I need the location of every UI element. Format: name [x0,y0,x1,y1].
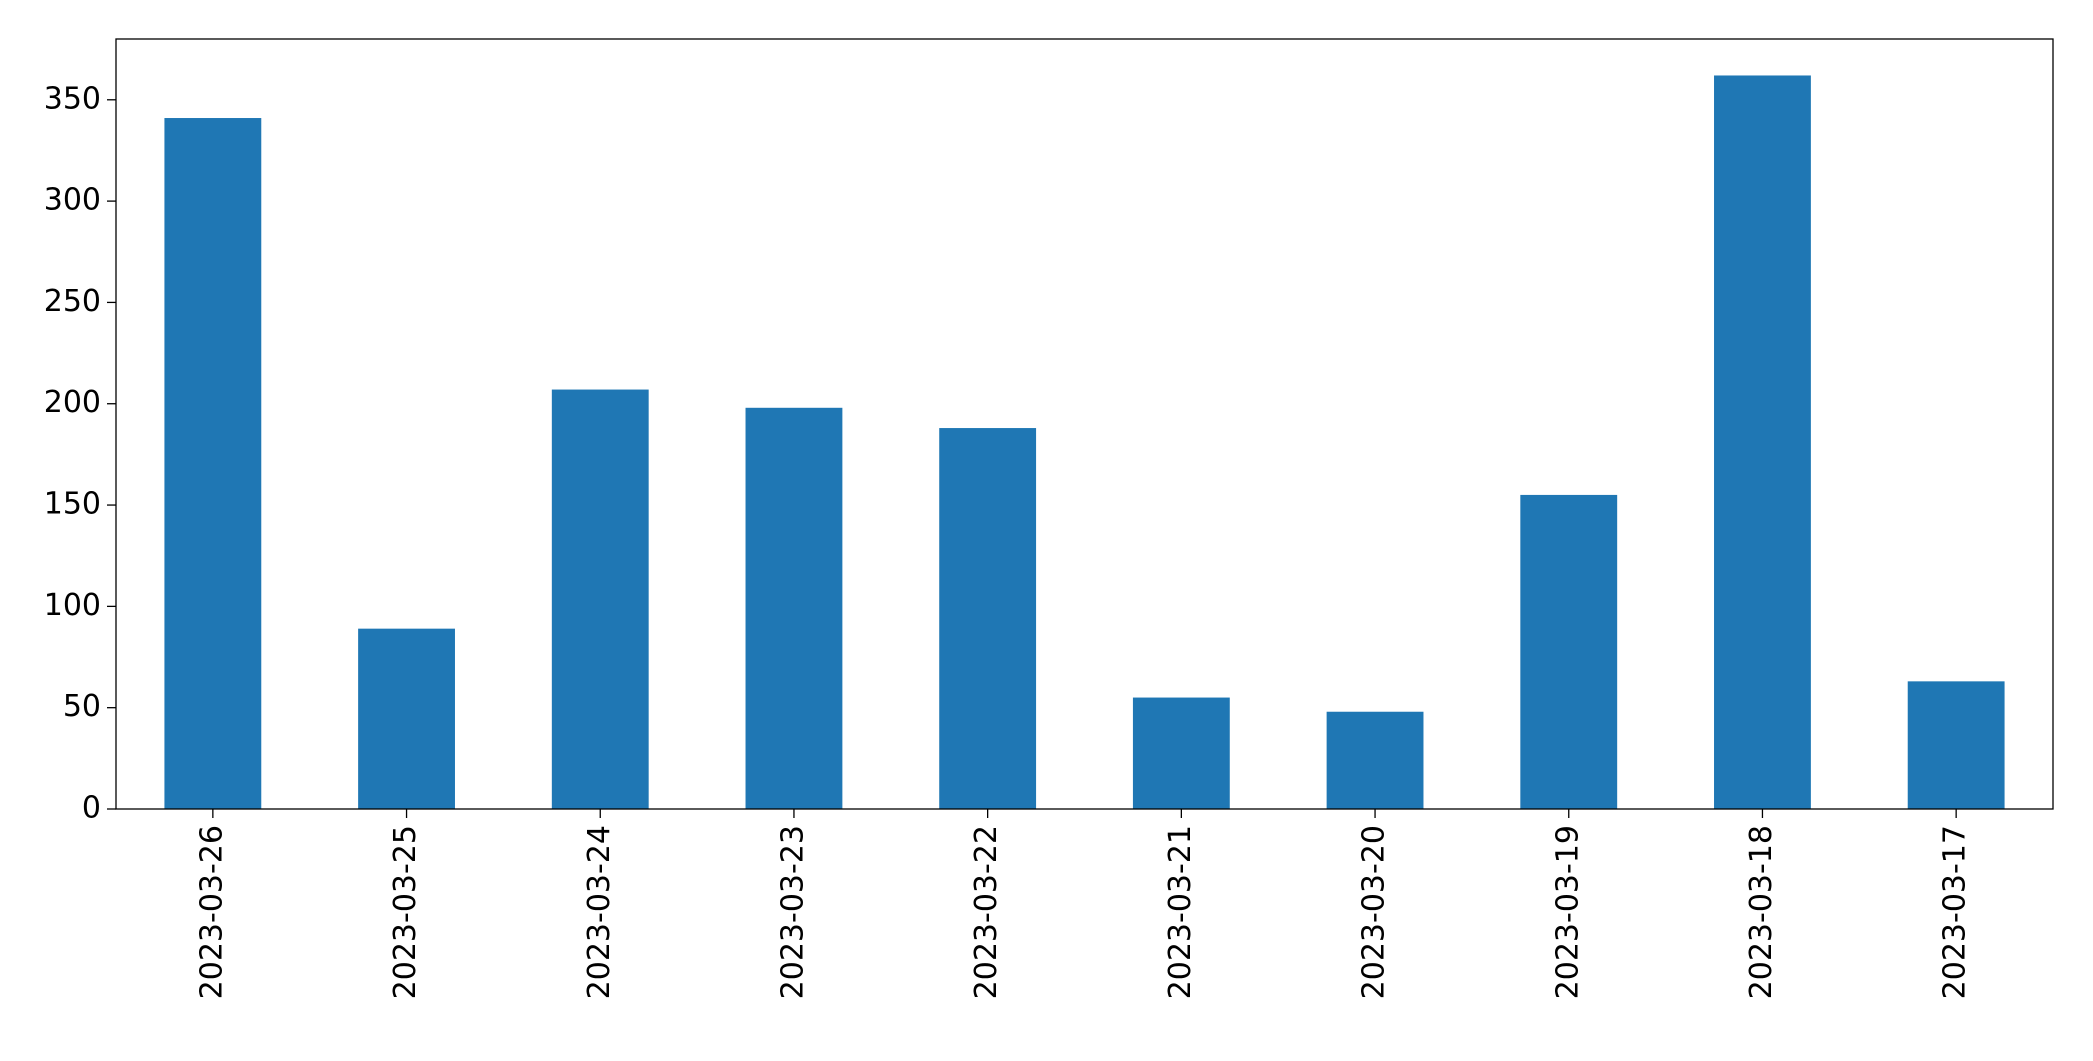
y-tick-label: 300 [44,183,101,218]
bar [1520,494,1618,809]
bar [164,118,262,810]
bar [551,389,649,809]
x-tick-label: 2023-03-20 [1357,825,1392,999]
y-tick-label: 50 [63,689,101,724]
bar [1714,75,1811,809]
bar [1132,697,1230,809]
plot-frame [115,38,2054,810]
bar [358,628,455,809]
x-tick-label: 2023-03-21 [1163,825,1198,999]
x-tick-label: 2023-03-25 [388,825,423,999]
x-tick-label: 2023-03-19 [1550,825,1585,999]
y-tick-label: 150 [44,487,101,522]
y-tick-label: 350 [44,81,101,116]
x-tick-label: 2023-03-17 [1938,825,1973,999]
bar [939,428,1037,809]
bar [1907,681,2005,809]
y-tick-label: 0 [82,791,101,826]
x-tick-label: 2023-03-18 [1744,825,1779,999]
bar [745,407,843,809]
y-tick-label: 100 [44,588,101,623]
x-tick-label: 2023-03-22 [969,825,1004,999]
y-tick-label: 250 [44,284,101,319]
bar [1326,711,1424,809]
y-tick-label: 200 [44,385,101,420]
x-tick-label: 2023-03-24 [582,825,617,999]
x-tick-label: 2023-03-26 [194,825,229,999]
x-tick-label: 2023-03-23 [775,825,810,999]
